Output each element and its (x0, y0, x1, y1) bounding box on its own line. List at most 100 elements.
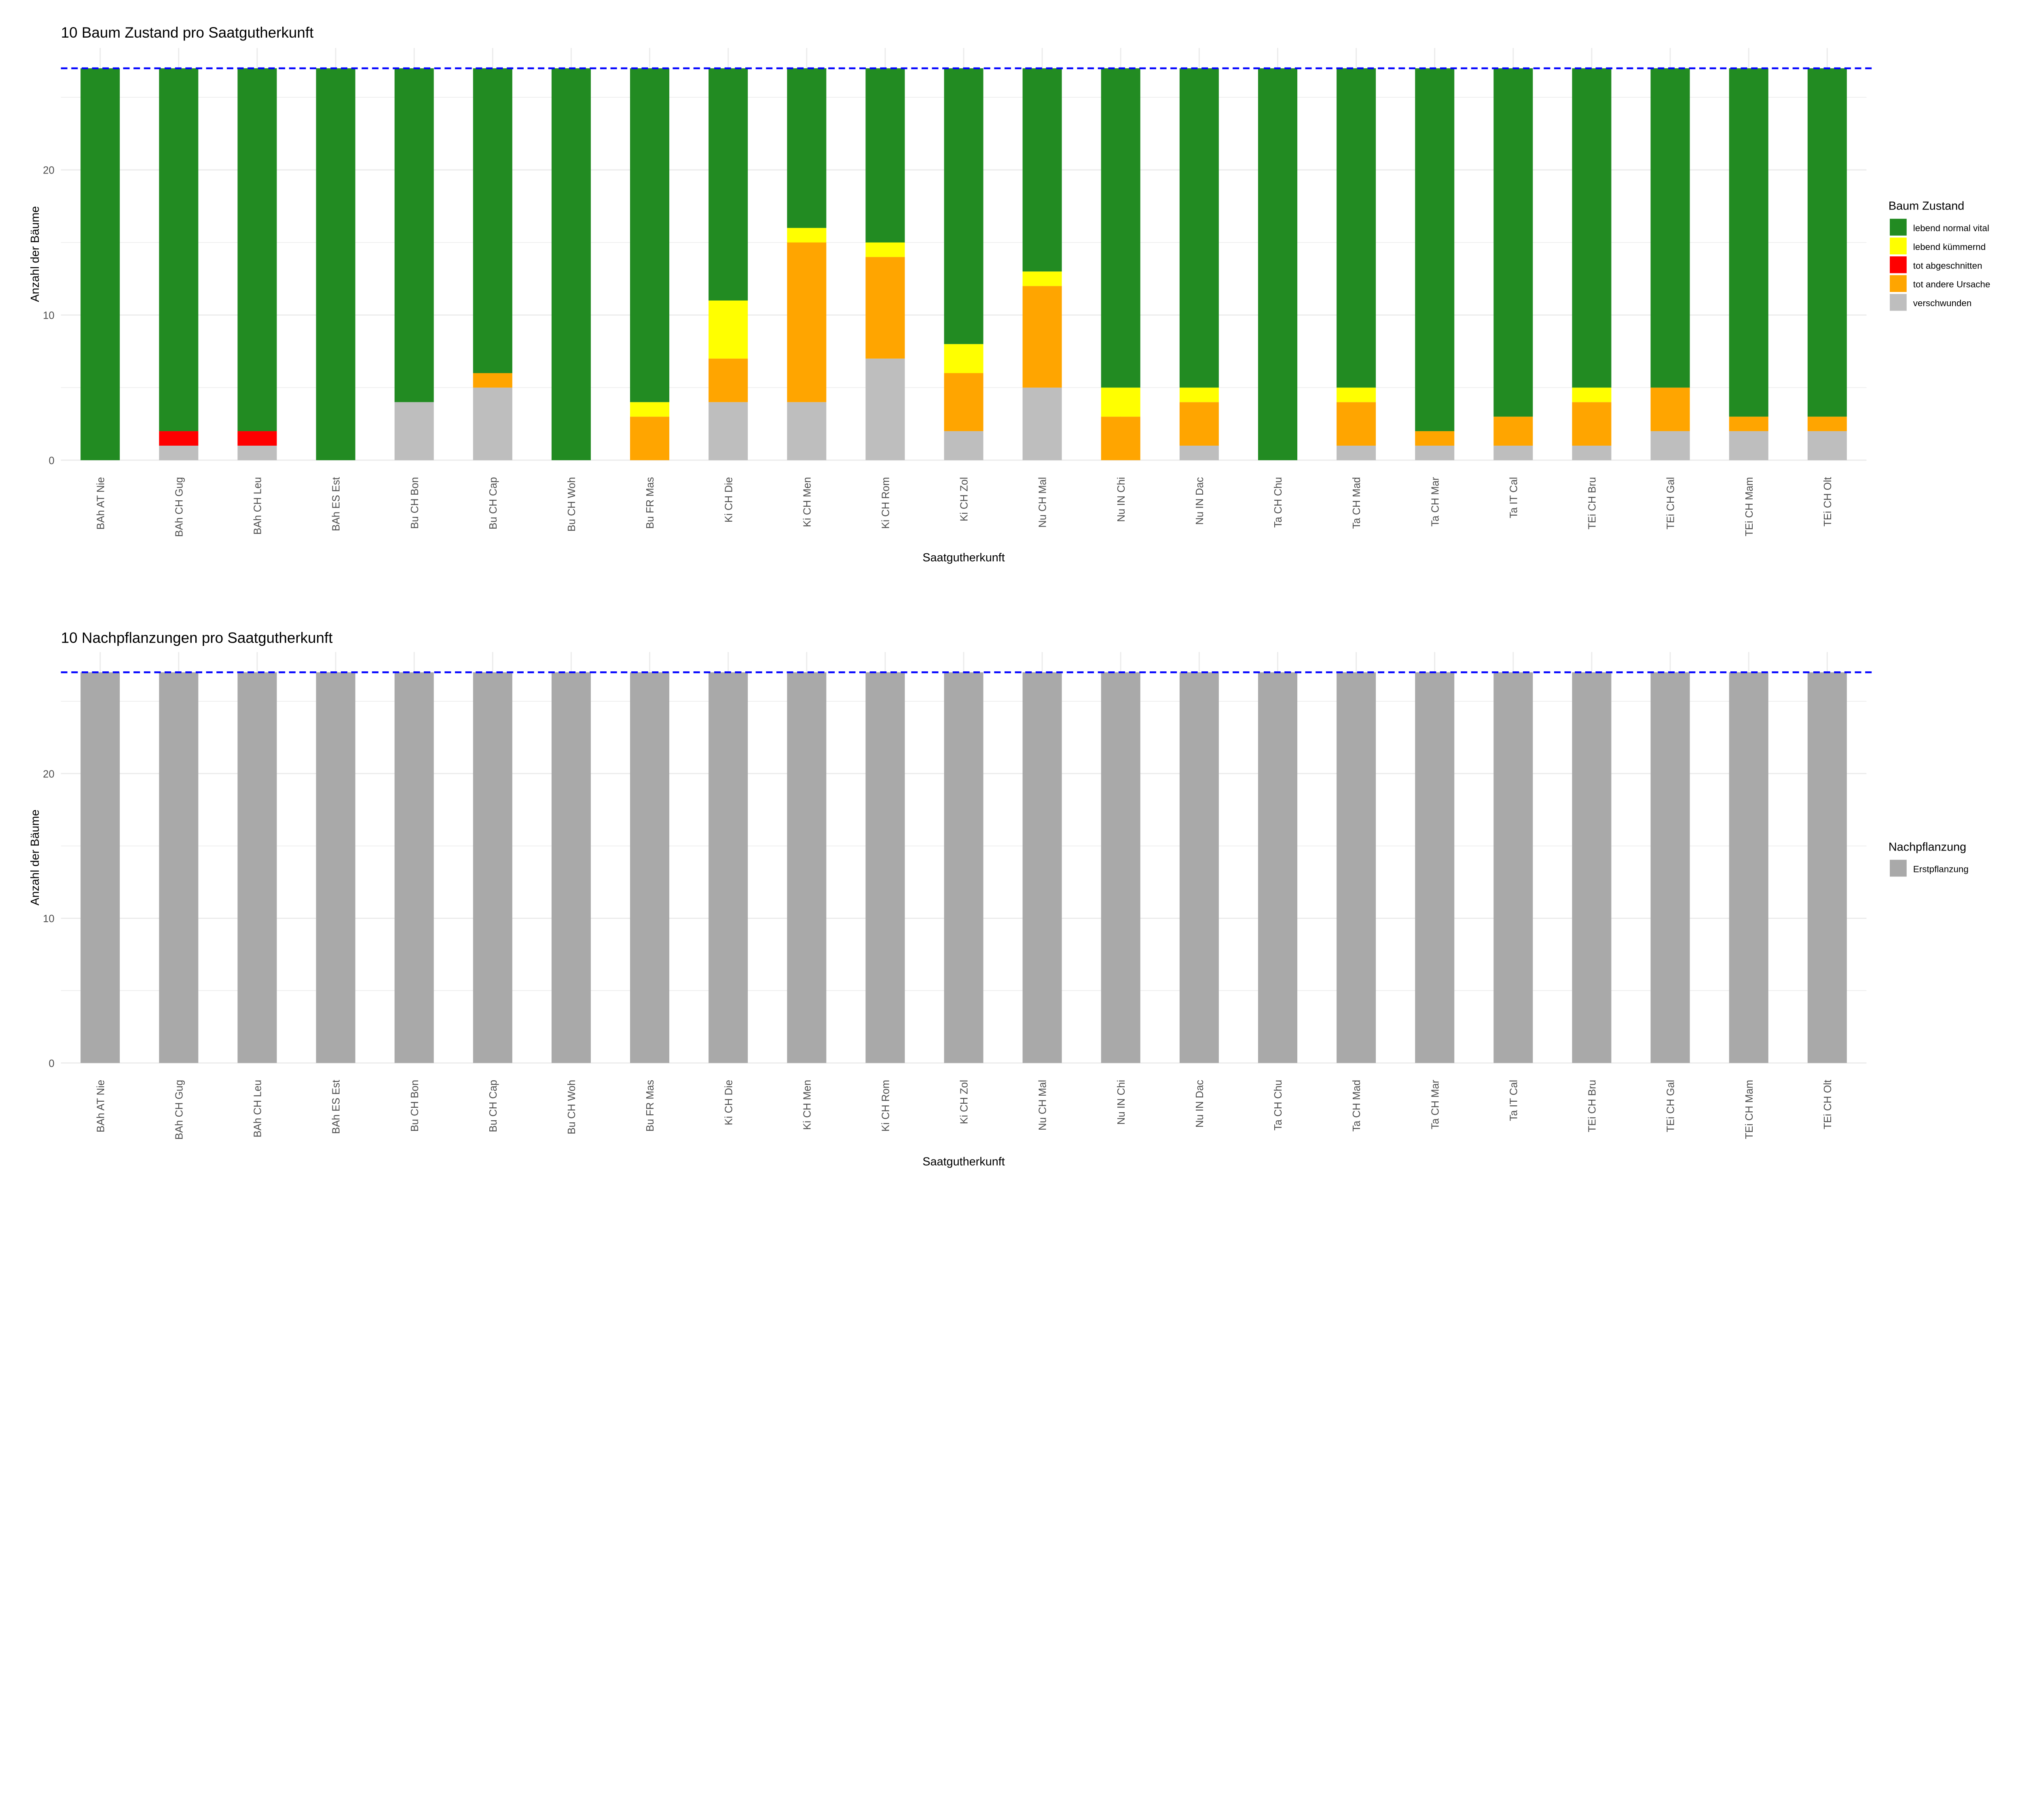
x-axis-label: Saatgutherkunft (922, 551, 1005, 564)
legend-title: Baum Zustand (1889, 199, 1964, 212)
bar-segment (316, 68, 355, 460)
bar-segment (1415, 672, 1455, 1063)
legend-swatch (1890, 256, 1907, 273)
bar-segment (630, 417, 670, 460)
bar-segment (80, 68, 120, 460)
bar-segment (1022, 672, 1062, 1063)
bar-segment (944, 431, 984, 460)
bar-segment (1337, 402, 1376, 446)
y-tick-label: 0 (49, 455, 54, 466)
bar-segment (865, 672, 905, 1063)
x-tick-label: Nu CH Mal (1037, 477, 1049, 527)
bar-segment (944, 672, 984, 1063)
x-tick-label: BAh ES Est (331, 1080, 342, 1134)
x-tick-label: TEi CH Bru (1587, 1080, 1598, 1132)
y-tick-label: 20 (43, 165, 55, 176)
x-tick-label: Bu CH Bon (409, 477, 421, 529)
legend-label: Erstpflanzung (1913, 864, 1969, 874)
bar-segment (237, 445, 277, 460)
bar-segment (1807, 68, 1847, 417)
y-tick-label: 10 (43, 310, 55, 322)
bar-segment (709, 301, 748, 359)
bar-segment (237, 672, 277, 1063)
bar-segment (1258, 672, 1298, 1063)
bar-segment (630, 68, 670, 402)
x-tick-label: Ki CH Die (723, 1080, 734, 1126)
figure: 0 10 20 BAh AT Nie BAh CH Gug BAh CH Leu BAh E… (29, 24, 1990, 1168)
x-tick-label: Bu FR Mas (645, 1080, 656, 1132)
bar-segment (865, 242, 905, 257)
bar-segment (1337, 445, 1376, 460)
y-tick-label: 0 (49, 1058, 54, 1069)
x-tick-label: Nu IN Chi (1116, 477, 1127, 522)
bar-segment (1493, 445, 1533, 460)
bar-segment (1729, 68, 1768, 417)
bar-segment (709, 402, 748, 460)
x-tick-label: TEi CH Olt (1822, 477, 1834, 526)
x-tick-label: Ki CH Die (723, 477, 734, 523)
x-axis-label: Saatgutherkunft (922, 1155, 1005, 1168)
bar-segment (1807, 431, 1847, 460)
bar-segment (1101, 672, 1140, 1063)
x-tick-label: TEi CH Olt (1822, 1080, 1834, 1129)
x-tick-label: TEi CH Bru (1587, 477, 1598, 529)
legend-swatch (1890, 859, 1907, 877)
panel-2: 0 10 20 BAh AT Nie BAh CH Gug BAh CH Leu BAh E… (29, 630, 1969, 1168)
x-tick-label: Ta CH Mar (1430, 1079, 1441, 1129)
bar-segment (1729, 417, 1768, 432)
bar-segment (1022, 68, 1062, 272)
x-tick-label: Ta CH Mar (1430, 477, 1441, 527)
x-tick-label: Nu IN Dac (1194, 1080, 1206, 1128)
legend-label: lebend kümmernd (1913, 242, 1986, 252)
y-tick-label: 20 (43, 768, 55, 780)
bar-segment (1493, 417, 1533, 446)
bar-segment (1022, 271, 1062, 286)
bar-segment (394, 402, 434, 460)
x-tick-label: TEi CH Gal (1665, 477, 1677, 529)
bar-segment (394, 68, 434, 402)
bar-segment (709, 68, 748, 301)
x-tick-label: Bu CH Cap (488, 1080, 499, 1132)
bar-segment (709, 672, 748, 1063)
bar-segment (159, 431, 199, 446)
bar-segment (551, 68, 591, 460)
bar-segment (473, 68, 512, 373)
bar-segment (1650, 387, 1690, 432)
bar-segment (1337, 387, 1376, 402)
bar-segment (1022, 387, 1062, 460)
bar-segment (865, 68, 905, 243)
bar-segment (159, 445, 199, 460)
bar-segment (1807, 672, 1847, 1063)
bar-segment (1572, 445, 1612, 460)
legend-swatch (1890, 218, 1907, 236)
x-tick-label: Bu FR Mas (645, 477, 656, 529)
x-tick-label: BAh CH Gug (173, 1080, 185, 1140)
bar-segment (551, 672, 591, 1063)
x-tick-label: Ta IT Cal (1508, 1080, 1519, 1121)
bar-segment (1572, 68, 1612, 388)
bar-segment (1650, 672, 1690, 1063)
y-axis-label: Anzahl der Bäume (29, 206, 42, 302)
bar-segment (709, 358, 748, 402)
bar-segment (1101, 417, 1140, 460)
legend-swatch (1890, 275, 1907, 292)
bar-segment (630, 672, 670, 1063)
bar-segment (1179, 672, 1219, 1063)
chart-title: 10 Baum Zustand pro Saatgutherkunft (61, 24, 314, 41)
x-tick-label: Bu CH Bon (409, 1080, 421, 1132)
x-tick-label: Ki CH Men (802, 1080, 813, 1130)
x-tick-label: Nu IN Dac (1194, 477, 1206, 525)
bar-segment (1179, 402, 1219, 446)
bar-segment (944, 344, 984, 373)
legend: Baum Zustand lebend normal vital lebend kü… (1889, 199, 1990, 311)
bar-segment (237, 68, 277, 432)
bar-segment (394, 672, 434, 1063)
x-tick-label: Ta CH Mad (1351, 1080, 1362, 1132)
bar-segment (787, 242, 827, 402)
chart-title: 10 Nachpflanzungen pro Saatgutherkunft (61, 630, 333, 646)
bar-segment (944, 373, 984, 432)
bar-segment (1650, 68, 1690, 388)
bar-segment (1415, 68, 1455, 432)
x-tick-label: BAh AT Nie (95, 1080, 106, 1132)
bar-segment (787, 228, 827, 243)
